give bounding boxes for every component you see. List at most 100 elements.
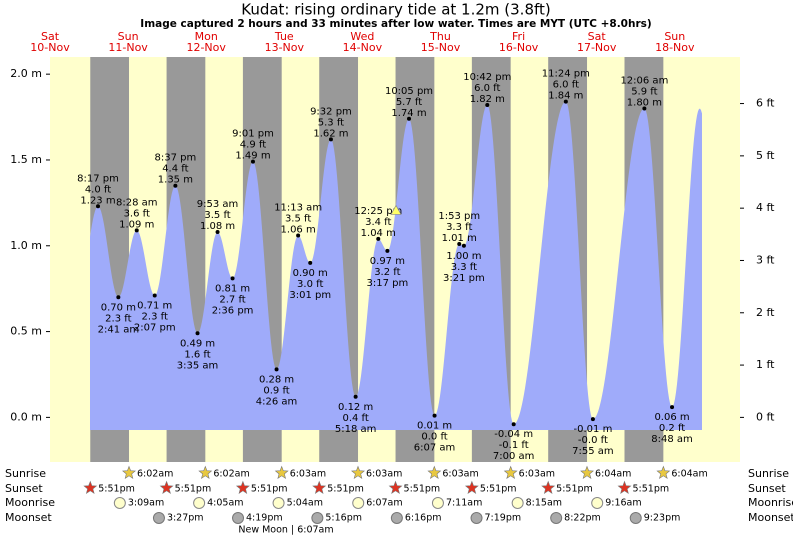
tide-time: 12:06 am xyxy=(620,75,668,86)
event-time: 4:05am xyxy=(207,498,243,509)
tide-point xyxy=(296,233,301,238)
tide-time: 9:53 am xyxy=(197,199,239,210)
day-date: 15-Nov xyxy=(421,41,461,54)
event-time: 3:09am xyxy=(128,498,164,509)
moonset-icon xyxy=(470,512,483,524)
tide-height-ft: 6.0 ft xyxy=(553,80,579,91)
tide-height-m: 0.97 m xyxy=(370,256,405,267)
tide-height-ft: 3.0 ft xyxy=(297,279,323,290)
event-time: 6:02am xyxy=(213,469,249,480)
row-label: Sunrise xyxy=(5,467,46,480)
tide-point xyxy=(432,413,437,418)
tide-time: 7:55 am xyxy=(572,446,614,457)
event-time: 6:04am xyxy=(595,469,631,480)
y2-tick-label: 5 ft xyxy=(756,149,775,162)
event-time: 6:04am xyxy=(671,469,707,480)
tide-time: 8:17 pm xyxy=(77,173,119,184)
tide-height-m: -0.01 m xyxy=(574,424,613,435)
tide-point xyxy=(173,183,178,188)
day-name: Mon xyxy=(195,30,218,43)
sunset-icon xyxy=(312,480,327,494)
tide-time: 10:05 pm xyxy=(385,86,433,97)
moonrise-icon xyxy=(113,497,126,509)
tide-time: 11:13 am xyxy=(274,202,322,213)
moonrise-icon xyxy=(511,497,524,509)
day-name: Thu xyxy=(429,30,451,43)
tide-height-m: 1.35 m xyxy=(158,175,193,186)
tide-height-ft: 4.0 ft xyxy=(85,184,111,195)
tide-height-ft: 4.9 ft xyxy=(240,140,266,151)
tide-point xyxy=(457,242,462,247)
tide-time: 3:35 am xyxy=(177,360,219,371)
y2-tick-label: 2 ft xyxy=(756,306,775,319)
tide-point xyxy=(461,243,466,248)
moonset-icon xyxy=(629,512,642,524)
tide-height-m: 1.82 m xyxy=(470,94,505,105)
tide-height-m: 0.28 m xyxy=(259,374,294,385)
tide-height-m: 1.09 m xyxy=(119,219,154,230)
day-date: 18-Nov xyxy=(655,41,695,54)
event-time: 5:51pm xyxy=(251,484,288,495)
moonrise-icon xyxy=(352,497,365,509)
tide-height-ft: 5.3 ft xyxy=(318,117,344,128)
sunrise-icon xyxy=(427,465,442,479)
tide-time: 2:36 pm xyxy=(212,305,254,316)
event-time: 5:51pm xyxy=(175,484,212,495)
row-label: Moonset xyxy=(748,511,793,524)
tide-height-ft: 2.3 ft xyxy=(105,313,131,324)
tide-height-m: 1.84 m xyxy=(548,91,583,102)
tide-height-m: 1.74 m xyxy=(391,108,426,119)
chart-title: Kudat: rising ordinary tide at 1.2m (3.8… xyxy=(241,1,551,19)
tide-height-m: 0.70 m xyxy=(101,302,136,313)
tide-height-ft: 0.2 ft xyxy=(659,423,685,434)
day-name: Wed xyxy=(350,30,374,43)
tide-height-m: 0.06 m xyxy=(654,412,689,423)
moonrise-icon xyxy=(193,497,206,509)
day-name: Tue xyxy=(274,30,294,43)
day-date: 13-Nov xyxy=(265,41,305,54)
tide-time: 2:07 pm xyxy=(134,323,176,334)
tide-height-ft: 3.5 ft xyxy=(285,213,311,224)
moonset-icon xyxy=(390,512,403,524)
current-marker xyxy=(390,204,402,215)
event-time: 5:16pm xyxy=(325,513,362,524)
tide-point xyxy=(328,137,333,142)
tide-height-ft: 0.4 ft xyxy=(342,413,368,424)
event-time: 5:51pm xyxy=(98,484,135,495)
event-time: 7:11am xyxy=(446,498,482,509)
tide-time: 9:01 pm xyxy=(232,129,274,140)
sunrise-icon xyxy=(274,465,289,479)
event-time: 8:15am xyxy=(526,498,562,509)
tide-height-ft: 3.2 ft xyxy=(374,267,400,278)
tide-point xyxy=(134,228,139,233)
event-time: 5:51pm xyxy=(327,484,364,495)
tide-height-m: 0.71 m xyxy=(137,301,172,312)
tide-height-m: 1.08 m xyxy=(200,221,235,232)
tide-time: 1:53 pm xyxy=(438,211,480,222)
tide-time: 3:21 pm xyxy=(443,273,485,284)
tide-height-ft: 4.4 ft xyxy=(162,164,188,175)
tide-point xyxy=(485,103,490,108)
sunrise-icon xyxy=(122,465,136,479)
event-time: 7:19pm xyxy=(485,513,522,524)
tide-time: 3:01 pm xyxy=(289,290,331,301)
day-name: Sat xyxy=(588,30,607,43)
tide-height-m: 0.81 m xyxy=(215,283,250,294)
y-tick-label: 0.5 m xyxy=(10,325,42,338)
sunset-icon xyxy=(388,480,403,494)
row-label: Sunset xyxy=(748,482,786,495)
tide-height-m: 1.49 m xyxy=(235,151,270,162)
tide-height-m: 1.04 m xyxy=(361,228,396,239)
moonset-icon xyxy=(152,512,165,524)
event-time: 5:51pm xyxy=(404,484,441,495)
tide-point xyxy=(376,236,381,241)
y2-tick-label: 4 ft xyxy=(756,201,775,214)
event-time: 5:04am xyxy=(287,498,323,509)
event-time: 6:03am xyxy=(519,469,555,480)
tide-point xyxy=(274,367,279,372)
tide-height-m: 0.90 m xyxy=(293,268,328,279)
tide-time: 9:32 pm xyxy=(310,106,352,117)
row-label: Moonrise xyxy=(5,496,55,509)
event-time: 6:03am xyxy=(366,469,402,480)
